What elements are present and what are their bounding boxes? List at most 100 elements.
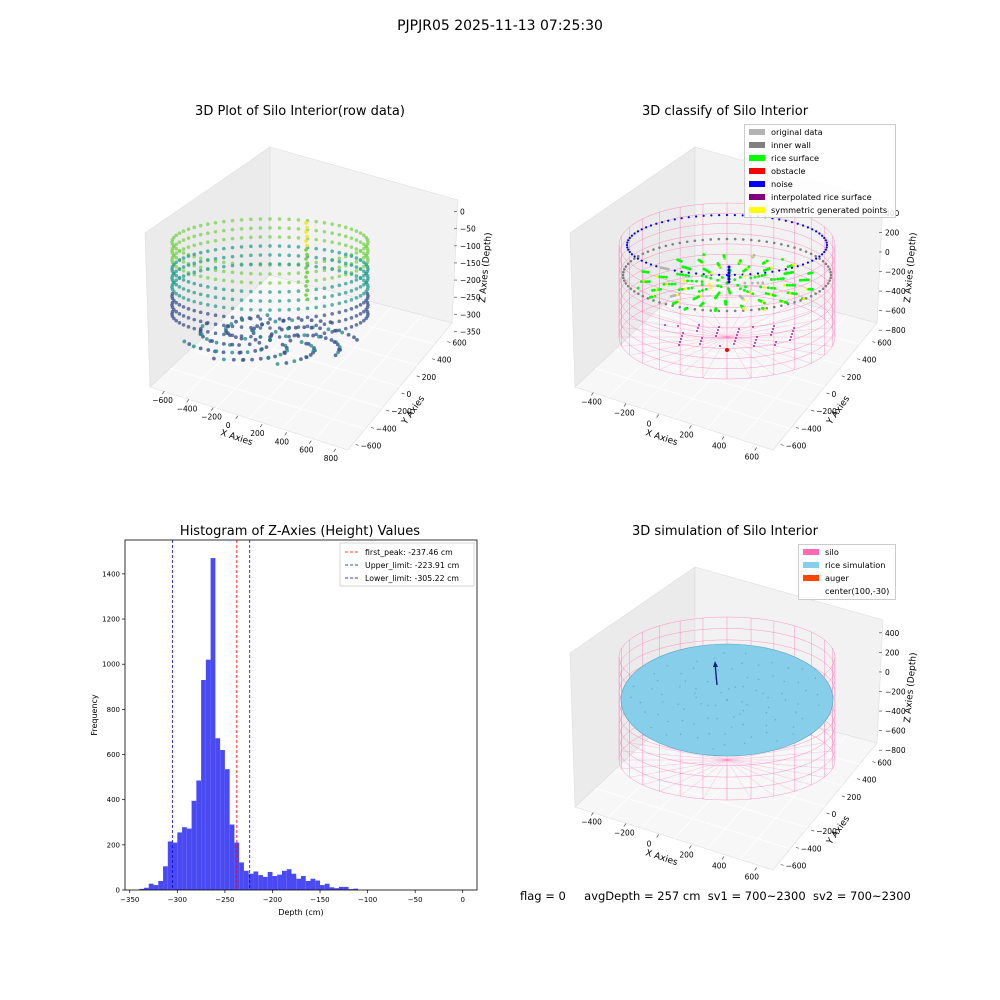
raw-point <box>249 217 253 222</box>
z-tick-label: −100 <box>460 242 481 251</box>
raw-point <box>181 260 186 264</box>
raw-point <box>292 359 297 364</box>
z-tick-label: −200 <box>460 276 481 285</box>
histogram-bar <box>339 886 344 890</box>
histogram-bar <box>310 878 316 890</box>
raw-point <box>314 237 318 242</box>
raw-point <box>172 262 176 267</box>
classified-point <box>766 286 770 290</box>
classified-point <box>697 258 701 262</box>
classified-point <box>767 292 770 296</box>
classified-point <box>719 285 723 289</box>
raw-point <box>206 258 210 262</box>
raw-point <box>198 232 203 237</box>
classified-point <box>667 282 671 286</box>
raw-point <box>204 321 209 326</box>
raw-point <box>361 269 366 274</box>
classified-point <box>743 281 747 285</box>
raw-point <box>181 229 186 233</box>
x-tick-label: 200 <box>250 429 265 438</box>
tick-mark <box>355 444 359 446</box>
raw-point <box>337 223 342 228</box>
noise-point <box>626 241 629 244</box>
classified-point <box>763 301 766 305</box>
inner-wall-point <box>633 290 636 293</box>
raw-point <box>322 331 327 336</box>
rice-surface-point <box>679 733 682 735</box>
raw-point <box>250 357 254 362</box>
classified-point <box>665 282 668 286</box>
x-tick-label: 400 <box>712 442 727 451</box>
raw-point <box>354 278 359 282</box>
classified-point <box>792 263 795 267</box>
rice-surface-point <box>660 693 663 696</box>
raw-point <box>278 352 283 357</box>
raw-point <box>181 251 186 255</box>
raw-point <box>181 323 186 327</box>
raw-point <box>206 285 210 289</box>
rice-surface-point <box>716 717 718 720</box>
raw-point <box>177 267 182 271</box>
obstacle-point <box>725 348 729 352</box>
histogram-bar <box>210 558 216 890</box>
raw-point <box>361 291 366 296</box>
inner-wall-point <box>678 305 682 309</box>
tick-mark <box>591 392 594 396</box>
wireframe-spoke <box>659 336 728 371</box>
raw-point <box>354 251 359 255</box>
rice-surface-point <box>680 672 682 675</box>
wireframe-spoke <box>621 327 728 338</box>
legend-label: inner wall <box>771 139 811 150</box>
raw-point <box>354 269 359 273</box>
y-tick-label: −400 <box>801 844 822 853</box>
rice-surface-point <box>762 692 764 695</box>
raw-point <box>283 334 288 339</box>
raw-point <box>277 290 282 294</box>
inner-wall-point <box>725 237 729 241</box>
raw-point <box>304 230 308 234</box>
rice-surface-point <box>795 711 797 713</box>
classified-point <box>697 290 701 293</box>
noise-point <box>806 226 810 229</box>
raw-point <box>231 357 236 362</box>
classified-point <box>660 275 664 279</box>
legend-swatch <box>803 588 819 594</box>
raw-point <box>287 280 291 285</box>
raw-point <box>349 289 354 293</box>
histogram-bar <box>205 659 211 890</box>
y-tick-label: 0 <box>407 390 412 399</box>
raw-point <box>249 235 253 240</box>
raw-point <box>296 236 301 240</box>
inner-wall-point <box>733 309 737 313</box>
histogram-bar <box>348 889 354 890</box>
raw-point <box>249 334 253 339</box>
classified-point <box>783 272 787 276</box>
raw-point <box>305 252 309 257</box>
raw-point <box>177 294 182 298</box>
inner-wall-point <box>749 308 753 312</box>
rice-surface-point <box>792 726 795 728</box>
inner-wall-point <box>717 309 721 313</box>
raw-point <box>214 349 219 354</box>
tick-mark <box>591 812 594 816</box>
raw-point <box>361 246 366 251</box>
raw-point <box>284 346 289 350</box>
rice-surface-point <box>743 742 746 744</box>
rice-surface-point <box>707 681 709 683</box>
raw-point <box>222 287 226 292</box>
histogram-bar <box>301 876 306 890</box>
raw-point <box>287 244 291 249</box>
legend-entry: center(100,-30) <box>799 584 895 597</box>
raw-point <box>268 262 272 266</box>
raw-point <box>330 258 334 262</box>
wireframe-spoke <box>629 742 728 761</box>
x-axis-label: Depth (cm) <box>278 908 323 917</box>
rice-surface-point <box>723 744 726 746</box>
wireframe-spoke <box>726 318 825 338</box>
raw-point <box>330 240 334 244</box>
raw-point <box>247 316 252 320</box>
inner-wall-point <box>658 246 661 249</box>
raw-point <box>314 296 318 301</box>
raw-point <box>361 242 366 247</box>
interpolated-point <box>736 334 738 336</box>
